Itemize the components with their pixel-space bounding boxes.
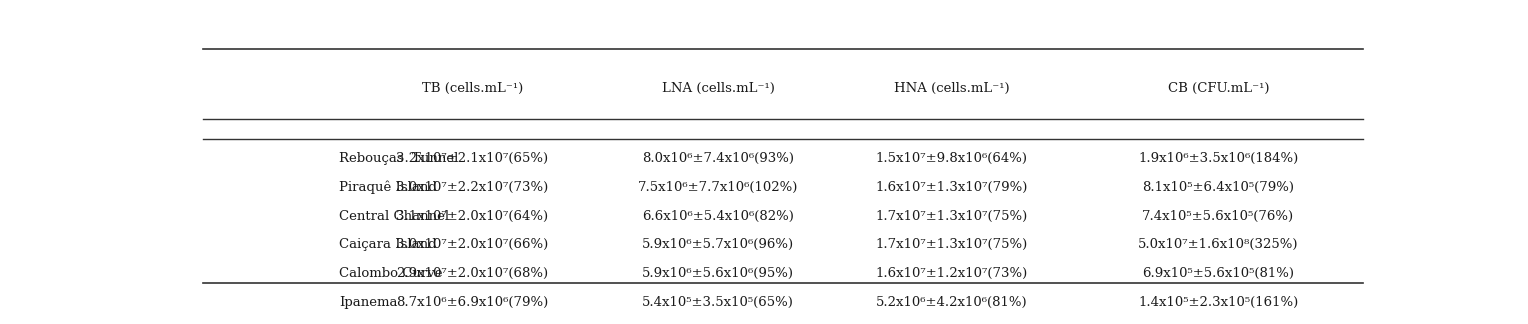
Text: 1.5x10⁷±9.8x10⁶(64%): 1.5x10⁷±9.8x10⁶(64%) [876,152,1028,165]
Text: 1.6x10⁷±1.2x10⁷(73%): 1.6x10⁷±1.2x10⁷(73%) [876,267,1028,280]
Text: 8.0x10⁶±7.4x10⁶(93%): 8.0x10⁶±7.4x10⁶(93%) [642,152,795,165]
Text: Central Channel: Central Channel [339,210,449,223]
Text: 6.6x10⁶±5.4x10⁶(82%): 6.6x10⁶±5.4x10⁶(82%) [642,210,795,223]
Text: 1.6x10⁷±1.3x10⁷(79%): 1.6x10⁷±1.3x10⁷(79%) [876,181,1028,194]
Text: Piraquê Island: Piraquê Island [339,180,437,194]
Text: Rebouças  Tunnel: Rebouças Tunnel [339,152,458,165]
Text: 5.4x10⁵±3.5x10⁵(65%): 5.4x10⁵±3.5x10⁵(65%) [642,295,795,308]
Text: 5.9x10⁶±5.7x10⁶(96%): 5.9x10⁶±5.7x10⁶(96%) [642,238,795,251]
Text: 3.0x10⁷±2.0x10⁷(66%): 3.0x10⁷±2.0x10⁷(66%) [396,238,549,251]
Text: 6.9x10⁵±5.6x10⁵(81%): 6.9x10⁵±5.6x10⁵(81%) [1143,267,1294,280]
Text: 8.7x10⁶±6.9x10⁶(79%): 8.7x10⁶±6.9x10⁶(79%) [396,295,549,308]
Text: 7.5x10⁶±7.7x10⁶(102%): 7.5x10⁶±7.7x10⁶(102%) [637,181,798,194]
Text: Ipanema: Ipanema [339,295,397,308]
Text: 8.1x10⁵±6.4x10⁵(79%): 8.1x10⁵±6.4x10⁵(79%) [1143,181,1294,194]
Text: 1.7x10⁷±1.3x10⁷(75%): 1.7x10⁷±1.3x10⁷(75%) [876,238,1028,251]
Text: 5.2x10⁶±4.2x10⁶(81%): 5.2x10⁶±4.2x10⁶(81%) [876,295,1028,308]
Text: HNA (cells.mL⁻¹): HNA (cells.mL⁻¹) [894,82,1010,95]
Text: TB (cells.mL⁻¹): TB (cells.mL⁻¹) [422,82,523,95]
Text: LNA (cells.mL⁻¹): LNA (cells.mL⁻¹) [662,82,775,95]
Text: 1.9x10⁶±3.5x10⁶(184%): 1.9x10⁶±3.5x10⁶(184%) [1138,152,1299,165]
Text: 3.2x10⁷±2.1x10⁷(65%): 3.2x10⁷±2.1x10⁷(65%) [396,152,549,165]
Text: Calombo Curve: Calombo Curve [339,267,443,280]
Text: 7.4x10⁵±5.6x10⁵(76%): 7.4x10⁵±5.6x10⁵(76%) [1143,210,1294,223]
Text: 3.0x10⁷±2.2x10⁷(73%): 3.0x10⁷±2.2x10⁷(73%) [396,181,549,194]
Text: 1.4x10⁵±2.3x10⁵(161%): 1.4x10⁵±2.3x10⁵(161%) [1138,295,1299,308]
Text: Caiçara Island: Caiçara Island [339,238,437,251]
Text: 2.9x10⁷±2.0x10⁷(68%): 2.9x10⁷±2.0x10⁷(68%) [396,267,549,280]
Text: 1.7x10⁷±1.3x10⁷(75%): 1.7x10⁷±1.3x10⁷(75%) [876,210,1028,223]
Text: CB (CFU.mL⁻¹): CB (CFU.mL⁻¹) [1167,82,1270,95]
Text: 3.1x10⁷±2.0x10⁷(64%): 3.1x10⁷±2.0x10⁷(64%) [396,210,549,223]
Text: 5.9x10⁶±5.6x10⁶(95%): 5.9x10⁶±5.6x10⁶(95%) [642,267,795,280]
Text: 5.0x10⁷±1.6x10⁸(325%): 5.0x10⁷±1.6x10⁸(325%) [1138,238,1299,251]
